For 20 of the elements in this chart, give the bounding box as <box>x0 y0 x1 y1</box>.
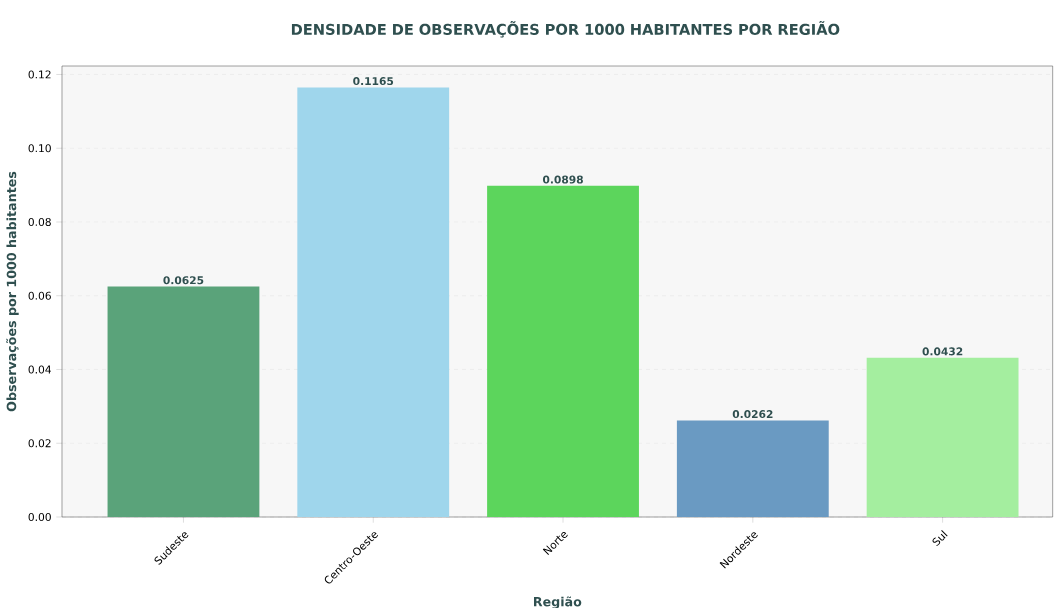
bar <box>866 357 1019 517</box>
data-label: 0.1165 <box>353 77 394 86</box>
bar <box>297 87 450 517</box>
y-axis-title: Observações por 1000 habitantes <box>6 171 19 412</box>
bar <box>676 420 829 517</box>
y-tick-label: 0.04 <box>28 365 51 374</box>
bar <box>107 286 260 517</box>
y-tick-label: 0.06 <box>28 291 51 300</box>
data-label: 0.0625 <box>163 276 204 285</box>
y-tick-label: 0.08 <box>28 217 51 227</box>
chart-title: DENSIDADE DE OBSERVAÇÕES POR 1000 HABITANTES POR REGIÃO <box>291 21 840 38</box>
y-tick-label: 0.10 <box>28 144 51 153</box>
bar <box>487 185 639 517</box>
x-tick-label: Sul <box>932 530 948 546</box>
data-label: 0.0898 <box>542 175 583 184</box>
data-label: 0.0432 <box>922 347 963 356</box>
y-tick-label: 0.00 <box>28 512 51 522</box>
data-label: 0.0262 <box>732 410 773 419</box>
y-tick-label: 0.02 <box>28 439 51 448</box>
y-tick-label: 0.12 <box>28 70 51 79</box>
